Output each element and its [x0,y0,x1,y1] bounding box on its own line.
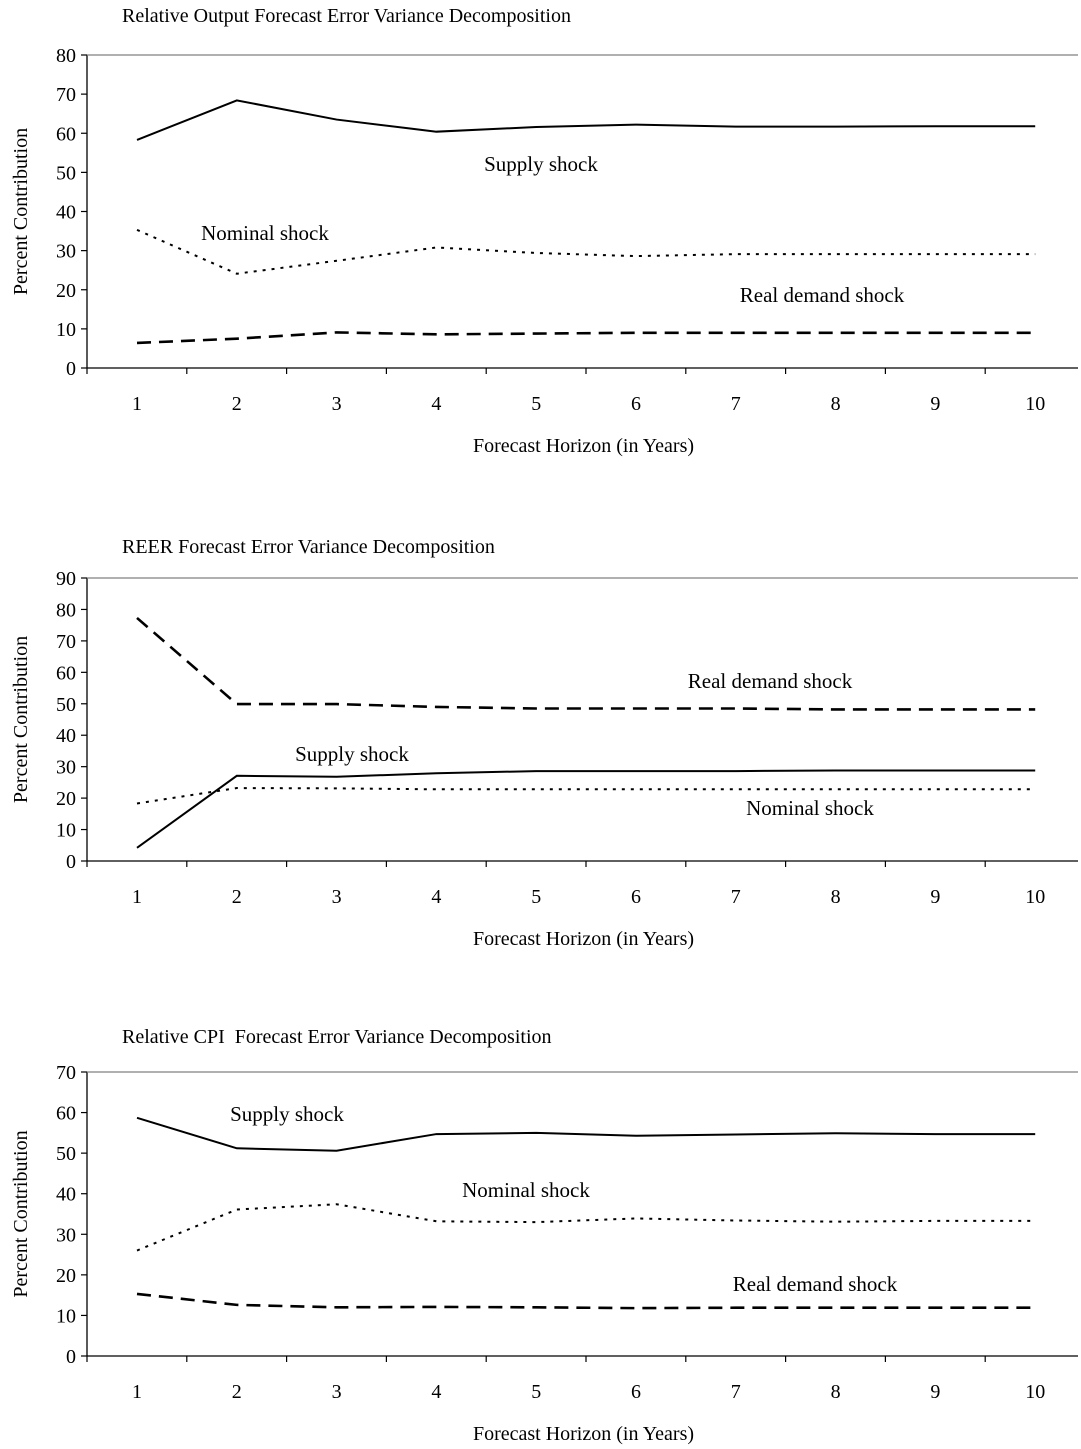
y-tick-label: 70 [56,631,76,653]
chart-title: Relative Output Forecast Error Variance … [122,5,571,27]
x-tick-label: 7 [731,393,741,415]
series-label-supply-shock: Supply shock [484,152,598,176]
y-tick-label: 50 [56,162,76,184]
y-tick-label: 40 [56,1184,76,1206]
series-line-nominal-shock [136,787,1036,805]
y-tick-label: 30 [56,757,76,779]
y-tick-label: 20 [56,788,76,810]
series-label-real-demand-shock: Real demand shock [733,1272,898,1296]
series-label-real-demand-shock: Real demand shock [740,283,905,307]
y-tick-label: 30 [56,1224,76,1246]
x-tick-label: 6 [631,393,641,415]
y-tick-label: 80 [56,599,76,621]
x-tick-label: 10 [1025,886,1045,908]
series-label-supply-shock: Supply shock [230,1102,344,1126]
x-tick-label: 9 [930,393,940,415]
series-line-real-demand-shock [136,331,1036,345]
y-tick-label: 20 [56,1265,76,1287]
y-tick-label: 0 [66,358,76,380]
series-line-nominal-shock [136,1203,1036,1252]
y-tick-label: 90 [56,568,76,590]
x-tick-label: 2 [232,1381,242,1403]
series-label-nominal-shock: Nominal shock [746,796,874,820]
x-tick-label: 1 [132,393,142,415]
x-axis-label: Forecast Horizon (in Years) [473,1423,694,1445]
chart-panel-2: REER Forecast Error Variance Decompositi… [10,536,1078,950]
x-tick-label: 6 [631,1381,641,1403]
x-tick-label: 8 [831,393,841,415]
x-tick-label: 10 [1025,393,1045,415]
series-line-real-demand-shock [136,1292,1036,1310]
series-line-real-demand-shock [136,616,1036,711]
series-label-real-demand-shock: Real demand shock [688,669,853,693]
x-tick-label: 5 [531,886,541,908]
chart-title: Relative CPI Forecast Error Variance Dec… [122,1026,552,1048]
series-line-nominal-shock [136,228,1036,275]
y-tick-label: 40 [56,725,76,747]
y-axis-label: Percent Contribution [10,636,32,803]
x-tick-label: 1 [132,1381,142,1403]
y-tick-label: 50 [56,1143,76,1165]
series-line-supply-shock [136,769,1036,849]
x-tick-label: 1 [132,886,142,908]
x-tick-label: 9 [930,1381,940,1403]
x-tick-label: 3 [332,1381,342,1403]
y-tick-label: 30 [56,241,76,263]
chart-panel-3: Relative CPI Forecast Error Variance Dec… [10,1026,1078,1445]
y-tick-label: 0 [66,1346,76,1368]
series-label-supply-shock: Supply shock [295,742,409,766]
chart-title: REER Forecast Error Variance Decompositi… [122,536,495,558]
y-tick-label: 50 [56,694,76,716]
x-tick-label: 3 [332,886,342,908]
x-tick-label: 5 [531,1381,541,1403]
y-tick-label: 20 [56,280,76,302]
x-axis-label: Forecast Horizon (in Years) [473,928,694,950]
x-tick-label: 4 [431,1381,441,1403]
x-tick-label: 8 [831,886,841,908]
x-tick-label: 8 [831,1381,841,1403]
x-tick-label: 7 [731,886,741,908]
series-label-nominal-shock: Nominal shock [462,1178,590,1202]
y-tick-label: 60 [56,1103,76,1125]
y-tick-label: 10 [56,1305,76,1327]
x-tick-label: 4 [431,393,441,415]
x-tick-label: 10 [1025,1381,1045,1403]
y-tick-label: 70 [56,84,76,106]
x-tick-label: 7 [731,1381,741,1403]
chart-panel-1: Relative Output Forecast Error Variance … [10,5,1078,457]
y-tick-label: 10 [56,820,76,842]
x-tick-label: 6 [631,886,641,908]
series-line-supply-shock [136,1116,1036,1152]
y-tick-label: 60 [56,123,76,145]
y-axis-label: Percent Contribution [10,1130,32,1297]
series-line-supply-shock [136,99,1036,141]
x-tick-label: 3 [332,393,342,415]
y-tick-label: 60 [56,662,76,684]
x-axis-label: Forecast Horizon (in Years) [473,435,694,457]
x-tick-label: 4 [431,886,441,908]
y-tick-label: 80 [56,45,76,67]
y-tick-label: 70 [56,1062,76,1084]
y-tick-label: 40 [56,202,76,224]
y-tick-label: 10 [56,319,76,341]
x-tick-label: 5 [531,393,541,415]
x-tick-label: 9 [930,886,940,908]
series-label-nominal-shock: Nominal shock [201,221,329,245]
x-tick-label: 2 [232,886,242,908]
y-axis-label: Percent Contribution [10,128,32,295]
y-tick-label: 0 [66,851,76,873]
x-tick-label: 2 [232,393,242,415]
